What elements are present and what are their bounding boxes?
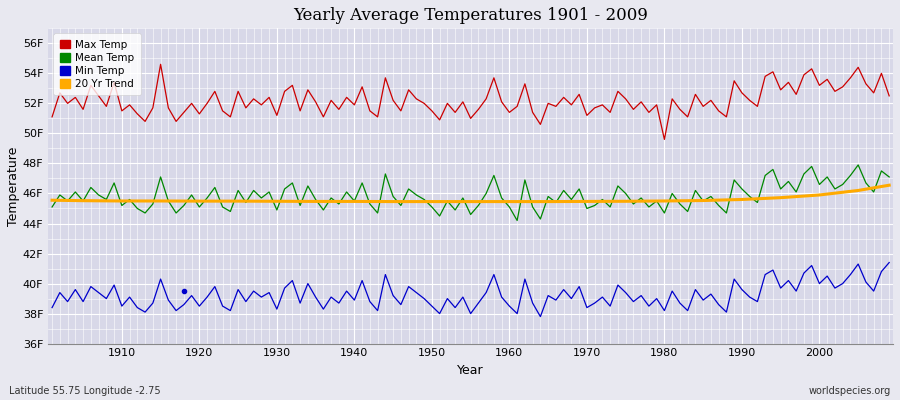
Title: Yearly Average Temperatures 1901 - 2009: Yearly Average Temperatures 1901 - 2009 <box>293 7 648 24</box>
X-axis label: Year: Year <box>457 364 484 377</box>
Text: Latitude 55.75 Longitude -2.75: Latitude 55.75 Longitude -2.75 <box>9 386 160 396</box>
Y-axis label: Temperature: Temperature <box>7 146 20 226</box>
Legend: Max Temp, Mean Temp, Min Temp, 20 Yr Trend: Max Temp, Mean Temp, Min Temp, 20 Yr Tre… <box>53 34 140 95</box>
Text: worldspecies.org: worldspecies.org <box>809 386 891 396</box>
